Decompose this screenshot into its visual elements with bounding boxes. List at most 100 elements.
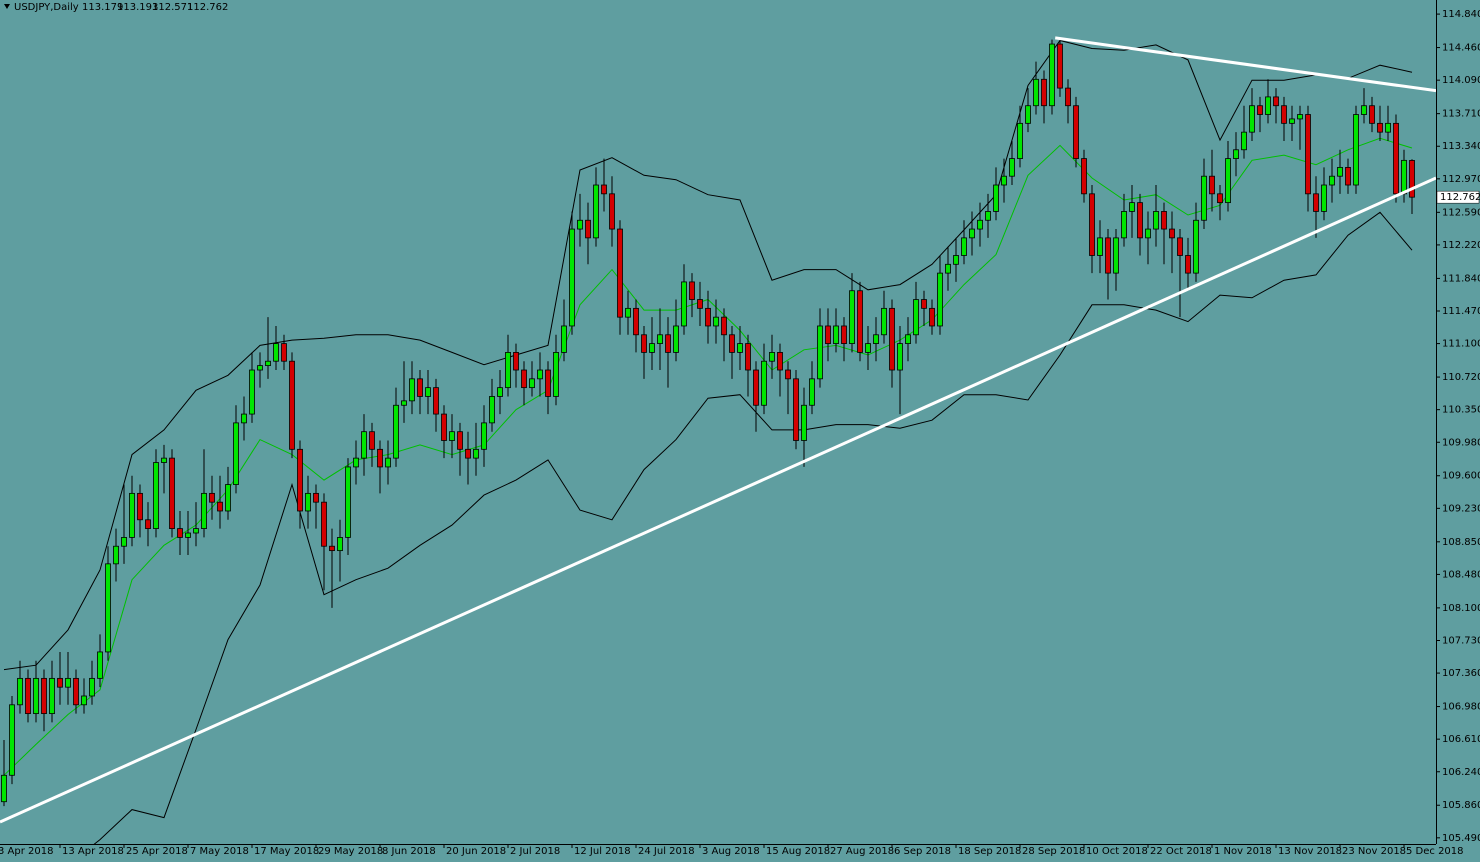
candle-body [1025, 105, 1031, 124]
candle-body [81, 695, 87, 706]
candle-body [609, 193, 615, 230]
candle-body [1329, 175, 1335, 186]
candle-body [1241, 131, 1247, 151]
candle-body [657, 334, 663, 344]
candle-body [345, 466, 351, 538]
candle-body [449, 431, 455, 441]
candle-body [1385, 122, 1391, 133]
candle-body [1177, 237, 1183, 256]
candle-body [833, 325, 839, 344]
header-low: 112.571 [152, 2, 193, 13]
candle-body [745, 343, 751, 371]
candle-body [1073, 105, 1079, 159]
candle-body [1137, 202, 1143, 239]
candle-body [1169, 228, 1175, 239]
candle-body [193, 528, 199, 534]
y-tick-label: 105.860 [1442, 800, 1480, 811]
candle-body [737, 343, 743, 353]
x-tick-label: 29 May 2018 [318, 846, 383, 857]
y-tick-label: 110.720 [1442, 372, 1480, 383]
candle-body [865, 343, 871, 353]
candle-body [585, 219, 591, 239]
candle-body [953, 255, 959, 265]
candle-body [633, 307, 639, 336]
candle-body [873, 334, 879, 344]
candle-body [785, 369, 791, 380]
candle-body [113, 545, 119, 565]
candle-body [1105, 237, 1111, 274]
candle-body [961, 237, 967, 256]
candle-body [497, 387, 503, 397]
candle-body [233, 422, 239, 485]
candle-body [377, 448, 383, 468]
candle-body [289, 360, 295, 450]
header-open: 113.179 [82, 2, 123, 13]
candle-body [73, 677, 79, 706]
candle-body [433, 387, 439, 415]
x-tick-label: 23 Nov 2018 [1342, 846, 1406, 857]
candle-body [1313, 193, 1319, 212]
header-close: 112.762 [187, 2, 228, 13]
candle-body [153, 462, 159, 530]
candle-body [705, 307, 711, 327]
candle-body [1209, 175, 1215, 195]
candle-body [9, 704, 15, 776]
candle-body [601, 184, 607, 195]
candle-body [273, 343, 279, 362]
candle-body [1393, 122, 1399, 195]
candle-body [1217, 193, 1223, 204]
y-tick-label: 114.460 [1442, 43, 1480, 54]
candle-body [1233, 149, 1239, 159]
candle-body [1, 774, 7, 803]
y-tick-label: 108.100 [1442, 603, 1480, 614]
candle-body [513, 352, 519, 371]
x-tick-label: 20 Jun 2018 [446, 846, 506, 857]
candle-body [801, 404, 807, 441]
candle-body [569, 228, 575, 327]
candle-body [313, 492, 319, 503]
x-tick-label: 13 Apr 2018 [62, 846, 124, 857]
candle-body [417, 378, 423, 397]
candle-body [249, 369, 255, 415]
menu-triangle[interactable] [4, 4, 10, 9]
candle-body [665, 334, 671, 353]
trendline [0, 176, 1436, 824]
candle-body [993, 184, 999, 212]
candle-body [25, 677, 31, 715]
candle-body [17, 677, 23, 706]
candle-body [617, 228, 623, 318]
candle-body [921, 299, 927, 309]
candle-body [1201, 175, 1207, 221]
candle-body [1257, 105, 1263, 115]
candle-body [57, 677, 63, 688]
candle-body [337, 537, 343, 552]
candle-body [225, 484, 231, 512]
x-tick-label: 18 Sep 2018 [958, 846, 1021, 857]
candle-body [1017, 122, 1023, 159]
candle-body [1369, 105, 1375, 124]
candle-body [761, 360, 767, 406]
y-tick-label: 114.090 [1442, 75, 1480, 86]
candle-body [89, 677, 95, 697]
candle-body [473, 448, 479, 459]
candle-body [169, 457, 175, 530]
last-price-tag [1436, 190, 1480, 204]
candle-body [145, 519, 151, 530]
candle-body [817, 325, 823, 380]
y-tick-label: 108.480 [1442, 569, 1480, 580]
candle-body [1153, 211, 1159, 230]
trendline [1054, 36, 1436, 93]
candle-body [369, 431, 375, 450]
candle-body [625, 307, 631, 318]
plot-area [0, 36, 1436, 844]
candle-body [753, 369, 759, 406]
candle-body [425, 387, 431, 397]
y-tick-label: 109.230 [1442, 503, 1480, 514]
candle-body [697, 299, 703, 309]
candle-body [529, 378, 535, 389]
candle-body [33, 677, 39, 715]
indicator-line [93, 211, 1413, 844]
candle-body [561, 325, 567, 353]
